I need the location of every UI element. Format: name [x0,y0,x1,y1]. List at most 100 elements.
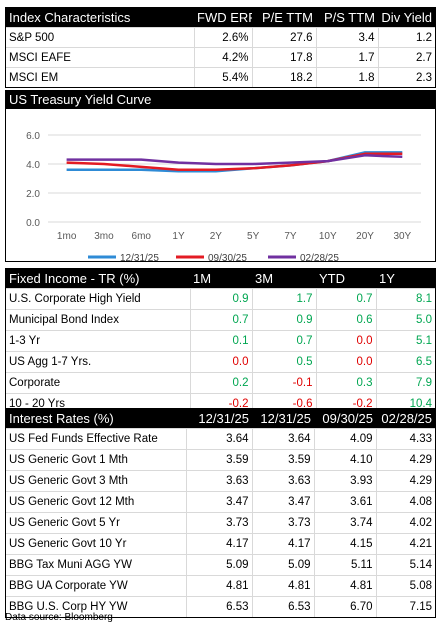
x-tick-label: 20Y [356,231,374,242]
y-tick-label: 2.0 [26,189,40,200]
fixed-income-value: 0.6 [315,309,376,331]
index-div: 1.2 [377,27,435,48]
table-row: U.S. Corporate High Yield 0.9 1.7 0.7 8.1 [6,288,435,310]
index-header-pe: P/E TTM [252,8,316,28]
x-tick-label: 10Y [319,231,337,242]
index-characteristics-table: Index Characteristics FWD ERP P/E TTM P/… [6,8,435,87]
rate-name: BBG Tax Muni AGG YW [6,554,186,576]
rate-name: BBG U.S. Corp HY YW [6,596,186,617]
rate-value: 4.21 [375,533,435,555]
fixed-income-table: Fixed Income - TR (%) 1M 3M YTD 1Y U.S. … [6,269,435,414]
rate-value: 4.81 [251,575,314,597]
rate-value: 6.70 [313,596,376,617]
fixed-income-value: 0.0 [315,330,376,352]
rate-value: 3.93 [313,470,376,492]
rate-value: 6.53 [251,596,314,617]
rate-value: 4.02 [375,512,435,534]
index-header-row: Index Characteristics FWD ERP P/E TTM P/… [6,8,435,28]
fixed-income-name: U.S. Corporate High Yield [6,288,190,310]
rate-value: 4.29 [375,449,435,471]
x-tick-label: 30Y [393,231,411,242]
fixed-income-value: 5.0 [375,309,435,331]
legend-label: 09/30/25 [208,253,247,261]
index-characteristics-panel: Index Characteristics FWD ERP P/E TTM P/… [5,7,436,88]
table-row: Corporate 0.2 -0.1 0.3 7.9 [6,372,435,394]
table-row: BBG Tax Muni AGG YW 5.09 5.09 5.11 5.14 [6,554,435,576]
rate-value: 4.81 [185,575,252,597]
rates-header-row: Interest Rates (%) 12/31/25 12/31/25 09/… [6,409,435,429]
fixed-income-value: 0.0 [315,351,376,373]
table-row: Municipal Bond Index 0.7 0.9 0.6 5.0 [6,309,435,331]
fixed-income-name: Corporate [6,372,190,394]
fixed-income-value: 0.7 [189,309,252,331]
rate-value: 5.08 [375,575,435,597]
fixed-income-value: 0.7 [315,288,376,310]
fixed-income-name: US Agg 1-7 Yrs. [6,351,190,373]
table-row: 1-3 Yr 0.1 0.7 0.0 5.1 [6,330,435,352]
rate-value: 6.53 [185,596,252,617]
data-source-note: Data source: Bloomberg [5,612,113,623]
fixed-header-1m: 1M [190,269,252,289]
series-line [66,154,403,166]
rate-value: 4.29 [375,470,435,492]
rate-value: 3.73 [251,512,314,534]
fixed-income-value: 0.9 [251,309,316,331]
fixed-income-value: 7.9 [375,372,435,394]
table-row: BBG U.S. Corp HY YW 6.53 6.53 6.70 7.15 [6,596,435,617]
rate-value: 4.09 [313,428,376,450]
y-tick-label: 0.0 [26,218,40,229]
index-header-ps: P/S TTM [316,8,378,28]
rate-value: 5.11 [313,554,376,576]
x-tick-label: 6mo [132,231,152,242]
fixed-income-value: 1.7 [251,288,316,310]
index-erp: 5.4% [193,67,252,87]
rate-value: 3.64 [251,428,314,450]
rate-value: 5.09 [185,554,252,576]
rate-value: 7.15 [375,596,435,617]
rate-name: US Fed Funds Effective Rate [6,428,186,450]
rate-value: 3.47 [251,491,314,513]
fixed-income-value: 0.1 [189,330,252,352]
fixed-income-panel: Fixed Income - TR (%) 1M 3M YTD 1Y U.S. … [5,268,436,415]
fixed-income-value: 6.5 [375,351,435,373]
index-ps: 3.4 [315,27,378,48]
table-row: US Generic Govt 10 Yr 4.17 4.17 4.15 4.21 [6,533,435,555]
rate-name: US Generic Govt 10 Yr [6,533,186,555]
table-row: US Generic Govt 12 Mth 3.47 3.47 3.61 4.08 [6,491,435,513]
rate-value: 3.59 [251,449,314,471]
index-div: 2.3 [377,67,435,87]
fixed-header-3m: 3M [252,269,316,289]
index-erp: 4.2% [193,47,252,68]
rates-header-col2: 12/31/25 [252,409,314,429]
index-div: 2.7 [377,47,435,68]
index-ps: 1.8 [315,67,378,87]
rates-header-col1: 12/31/25 [186,409,252,429]
interest-rates-table: Interest Rates (%) 12/31/25 12/31/25 09/… [6,409,435,617]
yield-curve-panel: US Treasury Yield Curve 6.0 4.0 2.0 0.0 1mo 3… [5,90,436,264]
index-name: MSCI EAFE [6,47,194,68]
index-pe: 27.6 [251,27,316,48]
rates-header-name: Interest Rates (%) [6,409,186,429]
x-tick-label: 1Y [172,231,185,242]
index-name: S&P 500 [6,27,194,48]
rate-value: 4.17 [185,533,252,555]
y-tick-label: 4.0 [26,160,40,171]
fixed-header-1y: 1Y [376,269,435,289]
fixed-header-row: Fixed Income - TR (%) 1M 3M YTD 1Y [6,269,435,289]
x-tick-label: 7Y [284,231,297,242]
rate-name: US Generic Govt 3 Mth [6,470,186,492]
fixed-income-value: 0.7 [251,330,316,352]
fixed-income-value: 0.3 [315,372,376,394]
rate-value: 4.15 [313,533,376,555]
rate-value: 4.17 [251,533,314,555]
rate-value: 3.61 [313,491,376,513]
rate-name: US Generic Govt 1 Mth [6,449,186,471]
rate-value: 3.74 [313,512,376,534]
table-row: US Agg 1-7 Yrs. 0.0 0.5 0.0 6.5 [6,351,435,373]
rate-value: 4.10 [313,449,376,471]
rate-value: 3.47 [185,491,252,513]
rate-value: 4.81 [313,575,376,597]
table-row: US Generic Govt 3 Mth 3.63 3.63 3.93 4.29 [6,470,435,492]
fixed-income-value: -0.1 [251,372,316,394]
rate-name: BBG UA Corporate YW [6,575,186,597]
